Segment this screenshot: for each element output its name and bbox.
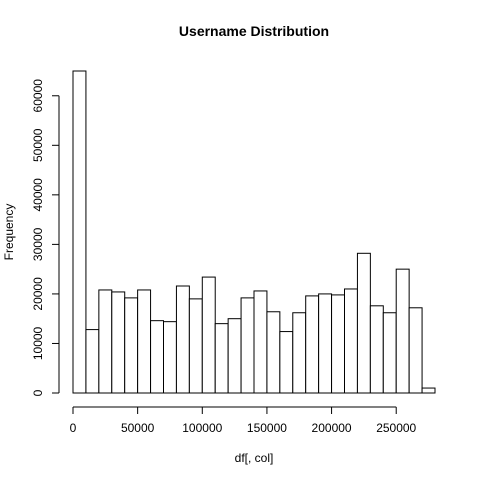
y-tick-label: 30000: [31, 227, 45, 261]
chart-title: Username Distribution: [179, 23, 329, 39]
histogram-bar: [279, 331, 294, 394]
histogram-bar: [240, 297, 255, 394]
histogram-bar: [395, 268, 410, 394]
histogram-bar: [163, 321, 177, 394]
x-tick-label: 150000: [247, 421, 287, 435]
histogram-bar: [137, 289, 152, 394]
histogram-bar: [98, 289, 113, 394]
histogram-bar: [111, 291, 126, 394]
histogram-bar: [266, 311, 281, 394]
x-tick-label: 250000: [376, 421, 416, 435]
x-tick-label: 50000: [121, 421, 155, 435]
histogram-bar: [408, 307, 423, 394]
histogram-bar: [214, 323, 229, 394]
histogram-bar: [227, 318, 242, 394]
histogram-bar: [85, 329, 100, 394]
histogram-bar: [188, 298, 203, 394]
histogram-bar: [305, 295, 320, 394]
histogram-bar: [356, 252, 371, 394]
y-tick-label: 20000: [31, 277, 45, 311]
y-tick-label: 10000: [31, 326, 45, 360]
histogram-bar: [150, 320, 165, 394]
histogram-bar: [344, 288, 358, 394]
y-tick-label: 50000: [31, 128, 45, 162]
y-tick-label: 0: [31, 389, 45, 396]
x-axis-title: df[, col]: [235, 451, 274, 465]
histogram-bar: [382, 312, 397, 394]
histogram-bar: [201, 276, 216, 394]
histogram-bar: [421, 387, 436, 394]
histogram-bar: [318, 293, 333, 394]
y-axis: 0 10000 20000 30000 40000 50000 60000: [31, 79, 60, 396]
histogram-bar: [175, 285, 190, 394]
y-tick-label: 60000: [31, 79, 45, 113]
histogram-bar: [369, 305, 384, 394]
histogram-bar: [72, 70, 87, 394]
x-tick-label: 0: [70, 421, 77, 435]
y-axis-title: Frequency: [2, 204, 16, 261]
histogram-bar: [124, 297, 139, 394]
x-tick-label: 100000: [182, 421, 222, 435]
y-tick-label: 40000: [31, 178, 45, 212]
x-axis: 0 50000 100000 150000 200000 250000: [70, 406, 417, 435]
histogram-bar: [331, 294, 346, 394]
bars-group: [72, 70, 436, 394]
histogram-bar: [253, 290, 268, 394]
x-tick-label: 200000: [312, 421, 352, 435]
histogram-bar: [292, 312, 307, 394]
